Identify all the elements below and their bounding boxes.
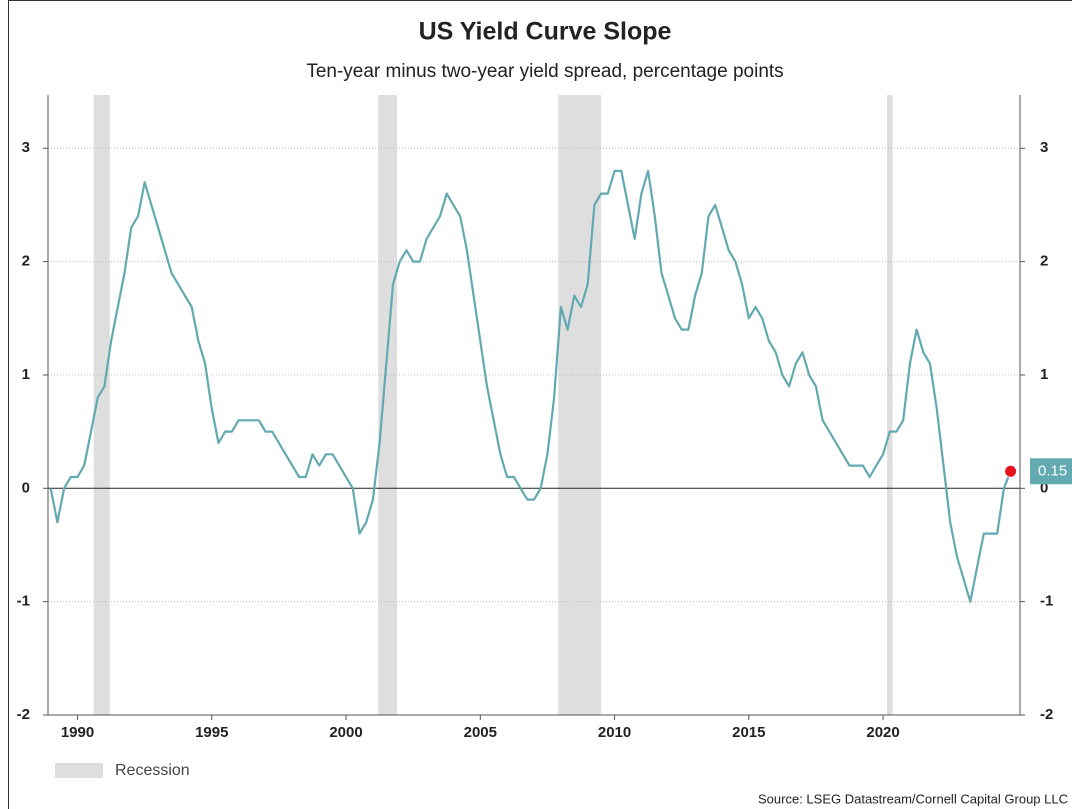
y2-tick-label: 1	[1040, 366, 1048, 383]
series-line	[49, 169, 1012, 603]
legend-swatch	[55, 763, 103, 778]
x-tick-label: 2000	[329, 724, 362, 741]
y2-tick-label: 0	[1040, 479, 1048, 496]
y-tick-label: 0	[22, 479, 30, 496]
y2-tick-label: -1	[1040, 593, 1053, 610]
chart-title: US Yield Curve Slope	[419, 18, 672, 46]
recession-band	[93, 95, 110, 715]
y-tick-label: 2	[22, 253, 30, 270]
x-tick-label: 2010	[598, 724, 631, 741]
recession-band	[558, 95, 602, 715]
y2-tick-label: 3	[1040, 139, 1048, 156]
recession-band	[378, 95, 398, 715]
y-tick-label: -2	[17, 706, 30, 723]
recession-band	[887, 95, 893, 715]
x-tick-label: 2015	[732, 724, 765, 741]
source: Source: LSEG Datastream/Cornell Capital …	[758, 791, 1068, 806]
last-point	[1004, 464, 1018, 478]
y-tick-label: 3	[22, 139, 30, 156]
y-tick-label: 1	[22, 366, 30, 383]
frame	[8, 0, 1072, 809]
x-tick-label: 2005	[464, 724, 497, 741]
chart-subtitle: Ten-year minus two-year yield spread, pe…	[306, 61, 783, 82]
last-value-label: 0.15	[1038, 462, 1067, 479]
x-tick-label: 1995	[195, 724, 228, 741]
last-value-box	[1030, 458, 1072, 485]
y2-tick-label: 2	[1040, 253, 1048, 270]
y-tick-label: -1	[17, 593, 30, 610]
y2-tick-label: -2	[1040, 706, 1053, 723]
legend-label: Recession	[115, 762, 190, 779]
x-tick-label: 2020	[866, 724, 899, 741]
x-tick-label: 1990	[61, 724, 94, 741]
